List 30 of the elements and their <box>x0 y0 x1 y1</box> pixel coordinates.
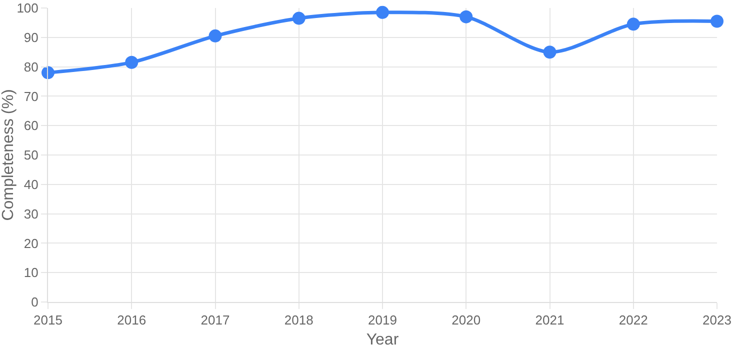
x-tick-label: 2019 <box>368 312 397 328</box>
y-tick-label: 30 <box>24 206 38 222</box>
y-axis-title: Completeness (%) <box>0 89 17 221</box>
point <box>460 10 473 24</box>
x-tick-label: 2017 <box>200 312 230 328</box>
point <box>292 12 306 25</box>
y-tick-label: 80 <box>24 59 38 74</box>
point <box>208 29 222 42</box>
y-tick-label: 10 <box>24 265 38 280</box>
point <box>626 18 640 31</box>
y-tick-label: 60 <box>24 118 38 134</box>
y-tick-label: 50 <box>24 148 38 163</box>
y-tick-label: 100 <box>16 0 38 16</box>
x-tick-label: 2016 <box>117 312 146 328</box>
point <box>376 6 389 19</box>
point <box>543 46 556 59</box>
y-tick-label: 40 <box>24 176 38 192</box>
x-tick-label: 2020 <box>452 312 481 328</box>
y-tick-label: 90 <box>24 30 38 45</box>
x-tick-label: 2021 <box>535 312 564 328</box>
point <box>710 14 724 28</box>
x-tick-label: 2015 <box>34 312 62 328</box>
point <box>125 56 138 69</box>
x-tick-label: 2022 <box>618 312 648 328</box>
x-tick-label: 2023 <box>702 312 732 328</box>
x-tick-label: 2018 <box>284 312 314 328</box>
y-tick-label: 70 <box>24 88 38 104</box>
y-tick-label: 20 <box>24 236 38 251</box>
y-tick-label: 0 <box>31 294 38 310</box>
x-axis-title: Year <box>366 331 400 348</box>
